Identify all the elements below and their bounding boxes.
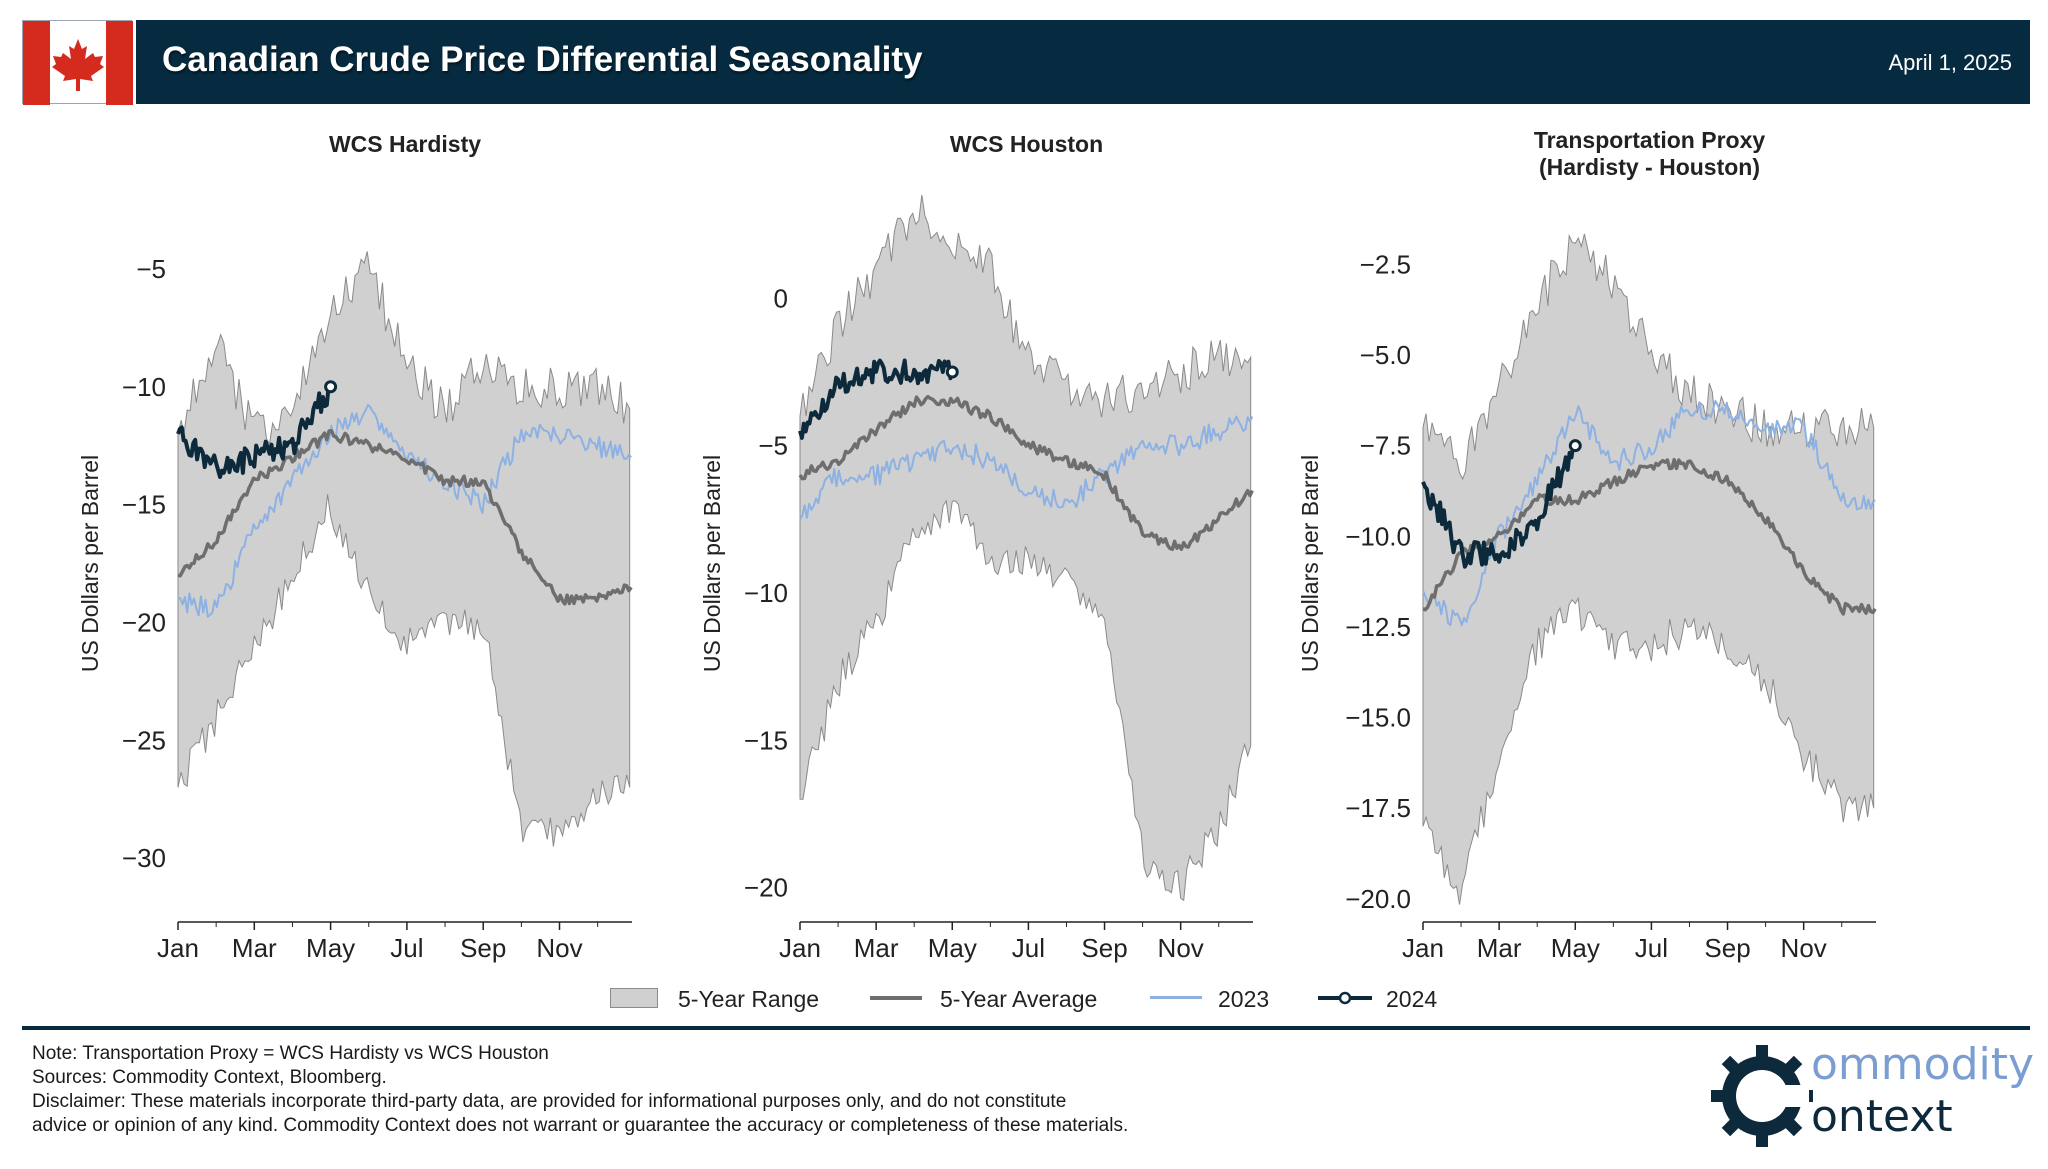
x-tick-label: Mar [854,933,899,963]
sources-line: Sources: Commodity Context, Bloomberg. [32,1067,387,1088]
charts-area: WCS Hardisty Jan Mar May Jul Sep Nov −5 −10 −15 −2… [77,127,1877,963]
x-tick-label: May [1551,933,1600,963]
legend-swatch-range [610,988,658,1008]
report-date: April 1, 2025 [1888,50,2012,75]
series-2024-line [798,358,955,440]
x-tick-label: Nov [1158,933,1204,963]
note-line: Note: Transportation Proxy = WCS Hardist… [32,1043,549,1064]
y-tick-label: −15 [744,725,788,755]
y-tick-label: −15.0 [1345,703,1411,733]
y-tick-label: −10 [122,372,166,402]
y-tick-label: −17.5 [1345,793,1411,823]
y-tick-label: −7.5 [1360,431,1411,461]
y-axis-label: US Dollars per Barrel [77,455,103,672]
footer-notes: Note: Transportation Proxy = WCS Hardist… [32,1042,1652,1138]
y-tick-label: −30 [122,843,166,873]
chart-title: Transportation Proxy [1534,127,1766,153]
y-tick-label: 0 [774,283,788,313]
series-2023-line [1422,400,1876,627]
series-2024-endpoint [324,380,338,394]
x-tick-label: May [306,933,355,963]
y-tick-label: −5 [136,254,166,284]
x-tick-label: Jan [157,933,199,963]
page-title: Canadian Crude Price Differential Season… [162,40,923,79]
y-tick-label: −12.5 [1345,612,1411,642]
series-2023-line [177,404,632,618]
x-tick-label: Sep [1704,933,1750,963]
legend-label-2023: 2023 [1218,986,1270,1012]
x-tick-label: Jul [1012,933,1045,963]
series-2023-line [799,415,1254,520]
series-5yr-average-line [1422,457,1877,616]
legend-label-2024: 2024 [1386,986,1438,1012]
commodity-context-logo: ommodity ontext [1705,1035,2034,1165]
legend-label-average: 5-Year Average [940,986,1098,1012]
x-tick-label: Jan [779,933,821,963]
title-bar: Canadian Crude Price Differential Season… [136,20,2030,104]
x-tick-label: Mar [232,933,277,963]
y-tick-label: −5.0 [1360,340,1411,370]
x-tick-label: Jan [1402,933,1444,963]
range-band [1422,233,1875,905]
chart-legend: 5-Year Range 5-Year Average 2023 2024 [0,980,2048,1016]
y-axis-label: US Dollars per Barrel [699,455,725,672]
logo-word-commodity: ommodity [1811,1039,2035,1090]
chart-title: (Hardisty - Houston) [1539,154,1760,180]
y-tick-label: −10.0 [1345,521,1411,551]
y-tick-label: −20.0 [1345,884,1411,914]
legend-swatch-2023 [1150,996,1202,999]
x-tick-label: May [928,933,977,963]
chart-title: WCS Hardisty [329,131,481,157]
x-tick-label: Nov [536,933,582,963]
y-tick-label: −25 [122,725,166,755]
x-tick-label: Sep [460,933,506,963]
x-tick-label: Mar [1477,933,1522,963]
y-axis-label: US Dollars per Barrel [1297,455,1323,672]
chart-title: WCS Houston [950,131,1103,157]
series-5yr-average-line [177,428,633,606]
y-tick-label: −2.5 [1360,249,1411,279]
legend-label-range: 5-Year Range [678,986,820,1012]
y-tick-label: −20 [122,607,166,637]
x-tick-label: Nov [1781,933,1827,963]
series-5yr-average-line [798,394,1254,552]
x-tick-label: Jul [1635,933,1668,963]
y-tick-label: −10 [744,578,788,608]
legend-swatch-2024 [1318,991,1372,1005]
header-bar: Canadian Crude Price Differential Season… [22,20,2030,105]
y-tick-label: −20 [744,873,788,903]
x-tick-label: Jul [390,933,423,963]
y-tick-label: −5 [758,431,788,461]
disclaimer-line: Disclaimer: These materials incorporate … [32,1091,1067,1112]
series-2024-line [1421,441,1577,569]
gear-icon [1711,1045,1813,1147]
range-band [177,251,631,847]
series-2024-endpoint [945,365,959,379]
logo-word-context: ontext [1811,1091,1953,1142]
x-tick-label: Sep [1081,933,1127,963]
legend-swatch-average [870,996,922,1000]
footer-divider [22,1026,2030,1030]
y-tick-label: −15 [122,490,166,520]
disclaimer-line: advice or opinion of any kind. Commodity… [32,1115,1129,1136]
canada-flag-icon [22,20,133,105]
series-2024-endpoint [1568,439,1582,453]
series-2024-line [176,383,332,479]
